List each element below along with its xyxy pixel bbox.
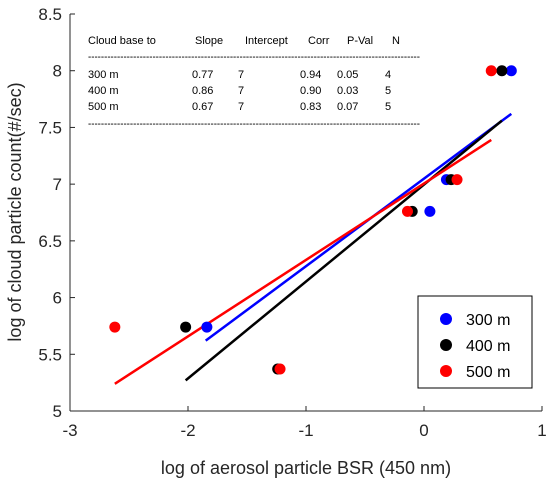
y-tick-label: 6.5: [38, 232, 62, 251]
y-tick-label: 5.5: [38, 345, 62, 364]
y-tick-label: 8: [53, 62, 62, 81]
table-row-label: 500 m: [88, 101, 119, 113]
table-row-label: 400 m: [88, 85, 119, 97]
x-tick-label: -1: [298, 421, 313, 440]
x-ticks: -3 -2 -1 0 1: [62, 406, 547, 440]
table-header-label: Cloud base to: [88, 35, 156, 47]
legend-label-300m: 300 m: [466, 312, 510, 329]
table-header-slope: Slope: [195, 35, 223, 47]
table-row-corr: 0.94: [300, 69, 321, 81]
data-point-500m: [401, 205, 413, 217]
table-row-pval: 0.03: [337, 85, 358, 97]
data-point-400m: [180, 321, 192, 333]
table-rule-bottom: ----------------------------------------…: [88, 118, 420, 130]
fit-line-500m: [114, 138, 492, 385]
x-axis-label: log of aerosol particle BSR (450 nm): [161, 458, 451, 478]
data-point-300m: [424, 205, 436, 217]
legend: 300 m 400 m 500 m: [417, 295, 533, 389]
y-tick-label: 8.5: [38, 5, 62, 24]
data-point-400m: [496, 65, 508, 77]
table-row-slope: 0.67: [192, 101, 213, 113]
table-row-slope: 0.77: [192, 69, 213, 81]
y-tick-label: 7.5: [38, 118, 62, 137]
legend-marker-300m: [440, 313, 452, 325]
y-tick-label: 5: [53, 402, 62, 421]
data-point-300m: [201, 321, 213, 333]
table-row-pval: 0.05: [337, 69, 358, 81]
data-point-500m: [274, 363, 286, 375]
legend-marker-500m: [440, 365, 452, 377]
legend-box: [417, 295, 533, 389]
legend-label-400m: 400 m: [466, 338, 510, 355]
table-row-slope: 0.86: [192, 85, 213, 97]
y-tick-label: 7: [53, 175, 62, 194]
y-axis-label: log of cloud particle count(#/sec): [5, 82, 25, 341]
x-tick-label: 1: [537, 421, 546, 440]
table-header-intercept: Intercept: [245, 35, 288, 47]
table-row-pval: 0.07: [337, 101, 358, 113]
x-tick-label: -2: [180, 421, 195, 440]
x-tick-label: -3: [62, 421, 77, 440]
table-row-intercept: 7: [238, 101, 244, 113]
fit-lines: [114, 112, 513, 385]
legend-marker-400m: [440, 339, 452, 351]
data-points: [109, 65, 517, 375]
table-rule-top: ----------------------------------------…: [88, 51, 420, 63]
table-row-n: 5: [385, 101, 391, 113]
table-row-intercept: 7: [238, 85, 244, 97]
table-row-intercept: 7: [238, 69, 244, 81]
data-point-500m: [451, 174, 463, 186]
table-row-n: 5: [385, 85, 391, 97]
y-ticks: 5 5.5 6 6.5 7 7.5 8 8.5: [38, 5, 75, 421]
legend-label-500m: 500 m: [466, 364, 510, 381]
table-header-corr: Corr: [308, 35, 330, 47]
stats-table: Cloud base to Slope Intercept Corr P-Val…: [88, 35, 420, 130]
table-row-corr: 0.83: [300, 101, 321, 113]
table-row-label: 300 m: [88, 69, 119, 81]
fit-line-400m: [184, 119, 503, 382]
y-tick-label: 6: [53, 289, 62, 308]
data-point-500m: [485, 65, 497, 77]
table-row-corr: 0.90: [300, 85, 321, 97]
data-point-300m: [505, 65, 517, 77]
table-header-n: N: [392, 35, 400, 47]
table-header-pval: P-Val: [347, 35, 373, 47]
data-point-500m: [109, 321, 121, 333]
table-row-n: 4: [385, 69, 391, 81]
x-tick-label: 0: [419, 421, 428, 440]
